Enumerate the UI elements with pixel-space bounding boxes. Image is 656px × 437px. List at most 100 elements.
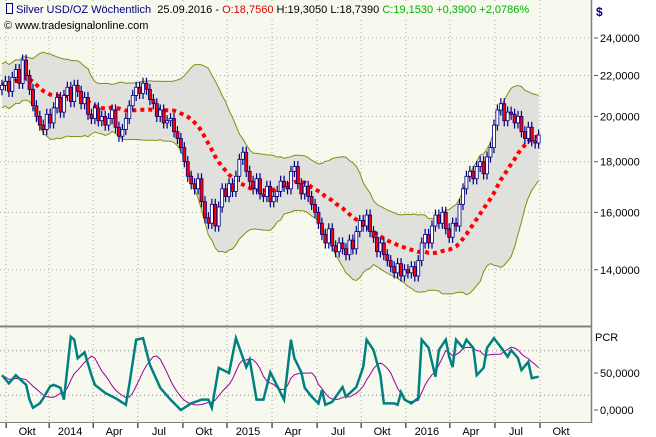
- candle-body: [409, 266, 414, 274]
- candle-body: [258, 178, 262, 195]
- copyright-link[interactable]: © www.tradesignalonline.com: [4, 20, 149, 32]
- candle: [192, 178, 197, 195]
- candle-body: [51, 107, 56, 124]
- candle-body: [34, 105, 39, 117]
- chart-legend: Silver USD/OZ Wöchentlich 25.09.2016 - O…: [4, 3, 532, 17]
- candle-body: [529, 126, 534, 142]
- candle-body: [282, 180, 286, 187]
- candle-body: [196, 178, 200, 190]
- x-tick-label: Apr: [284, 426, 301, 437]
- candle: [247, 165, 252, 187]
- candle: [299, 178, 304, 200]
- candle: [371, 226, 376, 243]
- candle-body: [216, 206, 221, 227]
- candle: [148, 83, 152, 106]
- candle-body: [254, 178, 259, 190]
- candle: [498, 98, 503, 116]
- candle-body: [536, 134, 541, 144]
- candle-body: [117, 126, 121, 137]
- candle: [344, 243, 348, 261]
- candle-body: [516, 115, 520, 124]
- candle: [426, 228, 431, 249]
- candle: [244, 146, 249, 177]
- candle-body: [412, 266, 417, 277]
- candle: [0, 79, 4, 96]
- candle: [505, 106, 510, 127]
- candle-body: [161, 109, 166, 124]
- candle-body: [58, 97, 63, 113]
- candle: [92, 102, 97, 125]
- candle-body: [430, 225, 434, 244]
- candle-body: [158, 109, 163, 117]
- candle-body: [471, 170, 476, 180]
- candle-body: [185, 161, 190, 177]
- candle: [216, 201, 221, 232]
- candle-body: [378, 242, 383, 253]
- candle: [120, 123, 125, 142]
- pcr-title: PCR: [595, 332, 618, 344]
- candle-body: [17, 69, 22, 84]
- candle: [471, 165, 476, 185]
- candle-body: [192, 183, 197, 190]
- candle: [196, 173, 200, 195]
- candle: [440, 206, 445, 229]
- candle-body: [467, 170, 472, 177]
- candle: [430, 220, 434, 249]
- candle: [406, 264, 410, 279]
- candle: [72, 79, 77, 108]
- candle-body: [110, 109, 114, 119]
- candle-body: [99, 115, 104, 122]
- candle: [333, 240, 338, 258]
- pcr-tick-label: 0,0000: [600, 405, 634, 417]
- x-tick-label: 2016: [415, 426, 439, 437]
- candle-body: [447, 228, 452, 238]
- x-tick-label: 2015: [236, 426, 260, 437]
- candle-body: [89, 113, 94, 119]
- candle: [251, 175, 256, 195]
- candle: [127, 100, 132, 125]
- candle-body: [6, 80, 11, 92]
- candle: [309, 190, 314, 210]
- candle-body: [24, 59, 28, 76]
- candle: [271, 190, 276, 208]
- candle-body: [330, 228, 335, 247]
- candle-body: [433, 214, 438, 227]
- candle-body: [292, 166, 297, 172]
- candle-body: [20, 59, 25, 84]
- candle-body: [251, 180, 256, 190]
- candle-body: [419, 242, 424, 262]
- candle: [285, 180, 290, 195]
- candle: [419, 237, 424, 267]
- candle-body: [519, 115, 524, 133]
- candle-body: [92, 107, 97, 119]
- candle: [206, 212, 211, 229]
- candle-body: [144, 82, 149, 90]
- candle-body: [478, 161, 483, 167]
- candle: [313, 198, 317, 218]
- candle-body: [103, 115, 108, 126]
- candle: [361, 214, 366, 232]
- candle: [340, 237, 345, 255]
- candle-body: [0, 84, 4, 91]
- candle: [175, 126, 180, 145]
- candle-body: [357, 220, 362, 232]
- candle-body: [230, 183, 235, 192]
- candle-body: [199, 178, 204, 203]
- x-tick-label: Okt: [19, 426, 36, 437]
- candle-body: [165, 120, 170, 124]
- candle-body: [522, 131, 527, 139]
- candle: [289, 165, 293, 195]
- candle-body: [416, 260, 421, 277]
- candle-body: [461, 188, 465, 205]
- candle: [402, 264, 407, 282]
- candle-body: [37, 115, 42, 126]
- candle-body: [120, 129, 125, 137]
- candle: [58, 91, 63, 118]
- candle-body: [261, 193, 266, 197]
- candle: [44, 108, 49, 136]
- candle-body: [82, 97, 87, 105]
- y-tick-label: 18,0000: [600, 157, 640, 169]
- candle: [137, 81, 142, 100]
- candle: [378, 237, 383, 258]
